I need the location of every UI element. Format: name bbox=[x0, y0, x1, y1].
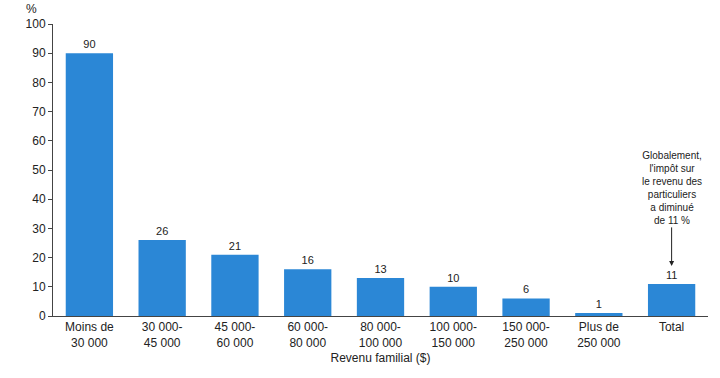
svg-text:60: 60 bbox=[32, 134, 46, 148]
svg-text:11: 11 bbox=[666, 269, 677, 281]
svg-text:13: 13 bbox=[374, 263, 386, 275]
svg-text:26: 26 bbox=[156, 225, 168, 237]
svg-text:20: 20 bbox=[32, 251, 46, 265]
svg-text:45 000-60 000: 45 000-60 000 bbox=[215, 320, 256, 350]
svg-text:1: 1 bbox=[596, 298, 602, 310]
svg-text:80 000-100 000: 80 000-100 000 bbox=[359, 320, 403, 350]
svg-text:90: 90 bbox=[83, 38, 95, 50]
svg-text:60 000-80 000: 60 000-80 000 bbox=[287, 320, 328, 350]
svg-text:21: 21 bbox=[229, 240, 241, 252]
svg-text:90: 90 bbox=[32, 46, 46, 60]
svg-text:70: 70 bbox=[32, 105, 46, 119]
svg-text:0: 0 bbox=[39, 309, 46, 323]
svg-text:10: 10 bbox=[447, 272, 459, 284]
svg-text:100: 100 bbox=[26, 17, 46, 31]
svg-text:40: 40 bbox=[32, 192, 46, 206]
svg-text:Total: Total bbox=[659, 320, 684, 334]
svg-text:50: 50 bbox=[32, 163, 46, 177]
svg-text:150 000-250 000: 150 000-250 000 bbox=[502, 320, 549, 350]
svg-text:%: % bbox=[26, 2, 37, 16]
svg-text:Globalement,l'impôt surle reve: Globalement,l'impôt surle revenu despart… bbox=[642, 150, 702, 226]
svg-text:10: 10 bbox=[32, 280, 46, 294]
svg-text:Moins de30 000: Moins de30 000 bbox=[65, 320, 114, 350]
svg-text:30: 30 bbox=[32, 222, 46, 236]
svg-text:80: 80 bbox=[32, 76, 46, 90]
svg-text:16: 16 bbox=[302, 254, 314, 266]
svg-text:Plus de250 000: Plus de250 000 bbox=[577, 320, 621, 350]
svg-text:100 000-150 000: 100 000-150 000 bbox=[430, 320, 477, 350]
svg-text:6: 6 bbox=[523, 283, 529, 295]
svg-text:30 000-45 000: 30 000-45 000 bbox=[142, 320, 183, 350]
svg-text:Revenu familial ($): Revenu familial ($) bbox=[330, 351, 430, 365]
